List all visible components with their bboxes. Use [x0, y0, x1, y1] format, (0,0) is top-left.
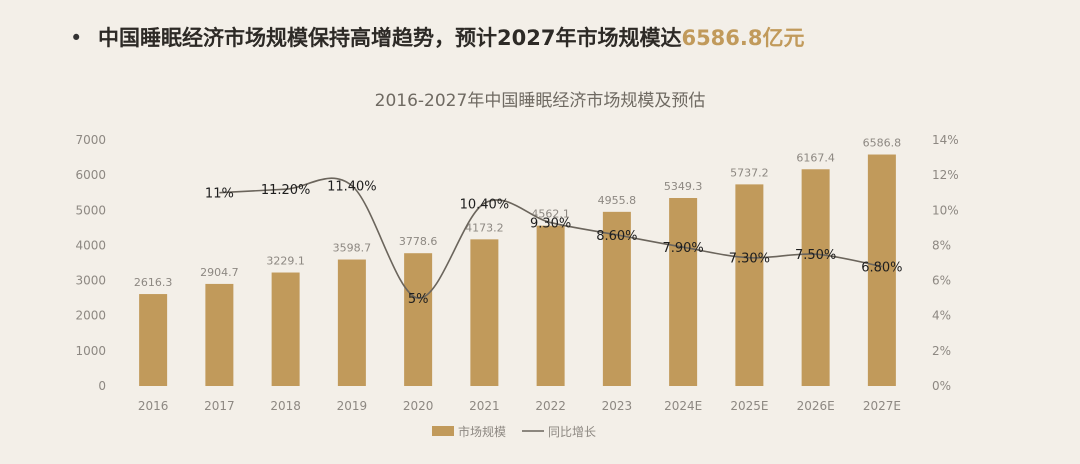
bar-value-label: 6586.8 — [863, 137, 902, 150]
x-tick-label: 2019 — [337, 399, 368, 413]
y-right-tick-label: 6% — [932, 274, 951, 288]
growth-value-label: 6.80% — [861, 261, 902, 276]
left-axis: 0 1000 2000 3000 4000 5000 6000 7000 — [75, 133, 106, 393]
growth-line-layer — [219, 177, 883, 299]
legend: 市场规模 同比增长 — [432, 424, 596, 439]
bar — [470, 239, 499, 386]
x-tick-label: 2027E — [863, 399, 901, 413]
growth-value-label: 11% — [205, 187, 234, 202]
bar-value-label: 5349.3 — [664, 180, 703, 193]
bar-value-label: 4173.2 — [465, 221, 504, 234]
legend-line-label: 同比增长 — [548, 425, 596, 439]
growth-value-label: 11.20% — [261, 183, 311, 198]
bar — [801, 169, 830, 386]
bar — [271, 272, 300, 386]
bar-value-label: 4562.1 — [531, 208, 570, 221]
y-right-tick-label: 0% — [932, 379, 951, 393]
growth-labels: 11% 11.20% 11.40% 5% 10.40% 9.30% 8.60% 7.90% 7.… — [205, 180, 903, 307]
y-left-tick-label: 0 — [98, 379, 106, 393]
growth-value-label: 7.30% — [729, 252, 770, 267]
growth-value-label: 11.40% — [327, 180, 377, 195]
y-left-tick-label: 7000 — [75, 133, 106, 147]
bar-value-label: 6167.4 — [796, 151, 835, 164]
headline: • 中国睡眠经济市场规模保持高增趋势，预计2027年市场规模达6586.8亿元 — [70, 22, 805, 52]
y-left-tick-label: 5000 — [75, 203, 106, 217]
bar — [205, 283, 234, 386]
growth-value-label: 7.50% — [795, 248, 836, 263]
bar-value-label: 3778.6 — [399, 235, 438, 248]
growth-value-label: 9.30% — [530, 217, 571, 232]
growth-value-label: 7.90% — [662, 241, 703, 256]
x-tick-label: 2018 — [270, 399, 301, 413]
x-tick-label: 2025E — [730, 399, 768, 413]
growth-value-label: 5% — [408, 292, 429, 307]
bar-value-label: 2904.7 — [200, 266, 239, 279]
y-right-tick-label: 2% — [932, 344, 951, 358]
bullet: • — [70, 26, 83, 50]
x-tick-label: 2016 — [138, 399, 169, 413]
bar-value-label: 4955.8 — [598, 194, 637, 207]
growth-value-label: 10.40% — [460, 197, 510, 212]
legend-bar-label: 市场规模 — [458, 424, 506, 439]
bar — [735, 184, 764, 386]
bar-value-label: 5737.2 — [730, 166, 769, 179]
x-tick-label: 2023 — [602, 399, 633, 413]
x-tick-label: 2022 — [535, 399, 566, 413]
bar-value-label: 3598.7 — [333, 242, 372, 255]
y-right-tick-label: 12% — [932, 168, 959, 182]
x-tick-label: 2024E — [664, 399, 702, 413]
y-right-tick-label: 14% — [932, 133, 959, 147]
x-axis: 2016 2017 2018 2019 2020 2021 2022 2023 2024E 202… — [138, 399, 901, 413]
y-left-tick-label: 4000 — [75, 238, 106, 252]
x-tick-label: 2021 — [469, 399, 500, 413]
x-tick-label: 2017 — [204, 399, 235, 413]
bar — [536, 225, 565, 386]
y-left-tick-label: 1000 — [75, 344, 106, 358]
bar-value-label: 2616.3 — [134, 276, 173, 289]
bar — [404, 253, 433, 386]
legend-bar-swatch — [432, 426, 454, 436]
bar — [867, 154, 896, 386]
chart-title: 2016-2027年中国睡眠经济市场规模及预估 — [374, 91, 706, 111]
y-left-tick-label: 3000 — [75, 274, 106, 288]
bar — [602, 211, 631, 386]
right-axis: 0% 2% 4% 6% 8% 10% 12% 14% — [932, 133, 959, 393]
bar — [337, 259, 366, 386]
y-right-tick-label: 4% — [932, 309, 951, 323]
x-tick-label: 2020 — [403, 399, 434, 413]
x-tick-label: 2026E — [797, 399, 835, 413]
growth-value-label: 8.60% — [596, 229, 637, 244]
headline-accent: 6586.8亿元 — [681, 26, 805, 50]
y-left-tick-label: 2000 — [75, 309, 106, 323]
headline-text: 中国睡眠经济市场规模保持高增趋势，预计2027年市场规模达 — [98, 26, 682, 50]
y-right-tick-label: 10% — [932, 203, 959, 217]
growth-line — [219, 177, 883, 299]
bar-labels: 2616.3 2904.7 3229.1 3598.7 3778.6 4173.2 4562… — [134, 137, 901, 290]
bar-value-label: 3229.1 — [266, 255, 305, 268]
bars — [139, 154, 896, 386]
bar — [139, 294, 168, 386]
bar — [669, 198, 698, 386]
y-right-tick-label: 8% — [932, 238, 951, 252]
y-left-tick-label: 6000 — [75, 168, 106, 182]
